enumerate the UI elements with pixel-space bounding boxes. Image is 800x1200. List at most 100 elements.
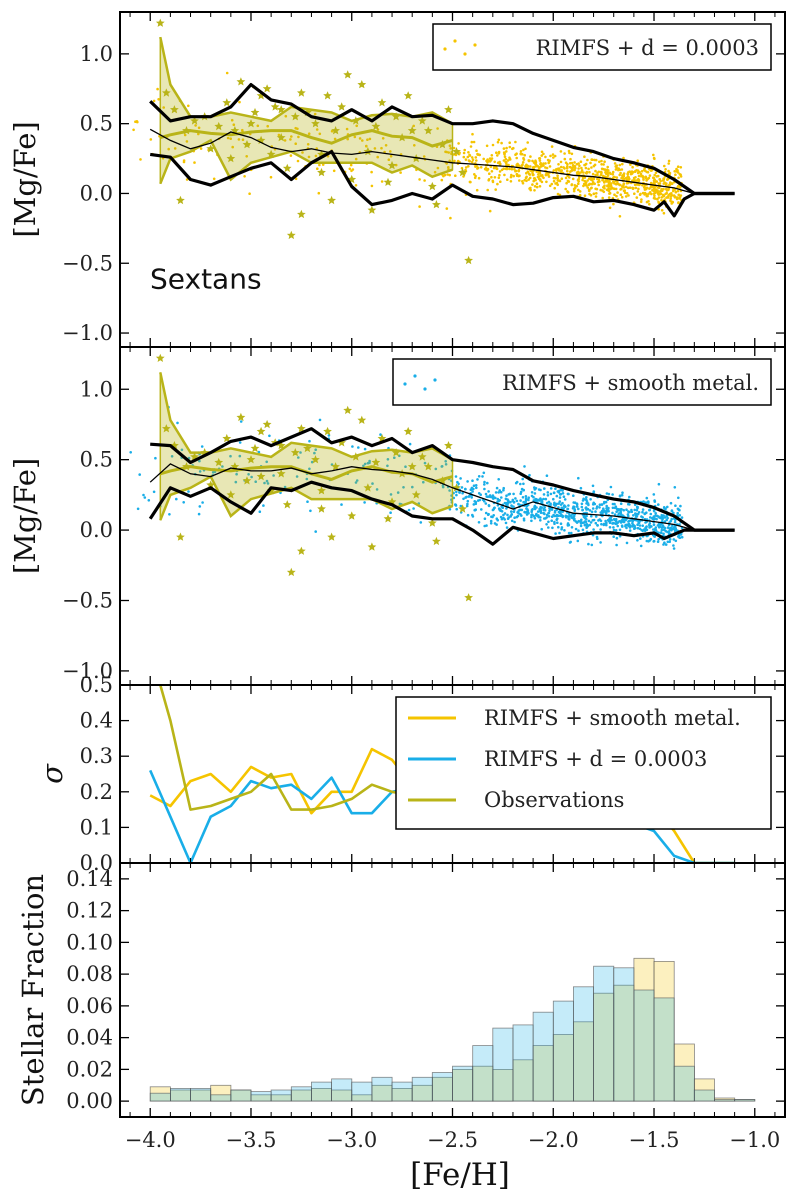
model-dot	[580, 518, 583, 522]
model-dot	[491, 508, 495, 512]
model-dot	[509, 500, 512, 504]
model-dot	[581, 528, 585, 532]
model-dot	[559, 503, 563, 506]
model-dot	[454, 503, 458, 507]
observation-star-point	[371, 457, 381, 467]
model-dot	[476, 499, 480, 502]
model-dot	[562, 166, 565, 169]
model-dot	[505, 163, 508, 167]
model-dot	[578, 164, 581, 168]
histogram-bar	[734, 1099, 756, 1102]
model-dot	[573, 509, 576, 513]
model-dot	[677, 496, 680, 500]
model-dot	[566, 492, 570, 496]
model-dot	[314, 448, 318, 452]
model-dot	[533, 488, 537, 491]
model-dot	[514, 153, 517, 156]
model-dot	[592, 528, 595, 531]
model-dot	[628, 186, 632, 189]
model-dot	[306, 500, 309, 504]
observation-star-point	[337, 102, 346, 111]
model-dot	[413, 144, 416, 147]
model-dot	[525, 513, 529, 516]
histogram-bar	[714, 1099, 736, 1102]
y-tick-label: 0.04	[66, 1026, 113, 1050]
model-dot	[607, 196, 611, 199]
model-dot	[308, 467, 311, 471]
model-dot	[617, 168, 620, 172]
model-dot	[162, 106, 165, 109]
model-dot	[132, 128, 135, 132]
histogram-bar	[250, 1091, 272, 1102]
model-dot	[466, 502, 469, 506]
model-dot	[444, 460, 448, 463]
model-dot	[654, 171, 658, 175]
model-dot	[645, 200, 649, 204]
y-tick-label: 0.3	[80, 744, 113, 768]
model-dot	[555, 181, 559, 185]
model-dot	[558, 531, 561, 535]
model-dot	[580, 502, 584, 506]
observation-star-point	[397, 469, 407, 478]
model-dot	[641, 524, 644, 527]
model-dot	[531, 173, 535, 177]
model-dot	[583, 194, 587, 197]
model-dot	[198, 470, 202, 473]
histogram-bar	[149, 1092, 171, 1102]
legend-label: RIMFS + d = 0.0003	[536, 36, 759, 60]
model-dot	[558, 489, 561, 493]
model-dot	[612, 175, 616, 179]
model-dot	[499, 515, 503, 519]
model-dot	[603, 160, 606, 163]
observation-star-point	[403, 426, 413, 436]
model-dot	[590, 510, 594, 514]
observation-star-point	[387, 160, 397, 170]
model-dot	[629, 519, 632, 522]
model-dot	[586, 179, 589, 182]
model-dot	[679, 194, 683, 197]
model-dot	[600, 159, 603, 163]
model-dot	[653, 178, 656, 182]
model-dot	[498, 489, 502, 492]
model-dot	[613, 513, 617, 516]
model-dot	[193, 161, 196, 164]
model-dot	[652, 176, 655, 179]
observation-star-point	[176, 532, 185, 541]
model-dot	[552, 169, 556, 172]
model-dot	[594, 515, 598, 518]
model-dot	[522, 500, 525, 504]
model-dot	[157, 98, 160, 101]
model-dot	[652, 196, 656, 200]
model-dot	[585, 514, 588, 518]
model-dot	[466, 499, 470, 503]
model-dot	[502, 513, 505, 517]
model-dot	[505, 494, 508, 498]
model-dot	[557, 502, 560, 505]
model-dot	[540, 154, 543, 157]
model-dot	[455, 507, 459, 511]
model-dot	[626, 175, 629, 179]
model-dot	[447, 166, 450, 169]
model-dot	[609, 172, 612, 175]
model-dot	[618, 163, 622, 167]
model-dot	[182, 501, 185, 504]
model-dot	[519, 492, 522, 496]
model-dot	[567, 504, 570, 507]
model-dot	[471, 515, 475, 518]
model-dot	[544, 162, 547, 165]
model-dot	[616, 524, 619, 528]
model-dot	[637, 174, 641, 178]
model-dot	[658, 178, 661, 181]
model-dot	[340, 503, 343, 506]
model-dot	[550, 182, 554, 186]
model-dot	[187, 490, 190, 493]
observation-star-point	[162, 424, 171, 433]
model-dot	[333, 137, 337, 141]
model-dot	[669, 197, 672, 200]
model-dot	[503, 501, 507, 505]
top-legend: RIMFS + d = 0.0003	[432, 23, 772, 71]
histogram-bar	[351, 1081, 373, 1102]
model-dot	[559, 492, 563, 496]
model-dot	[622, 520, 626, 524]
model-dot	[539, 179, 542, 182]
